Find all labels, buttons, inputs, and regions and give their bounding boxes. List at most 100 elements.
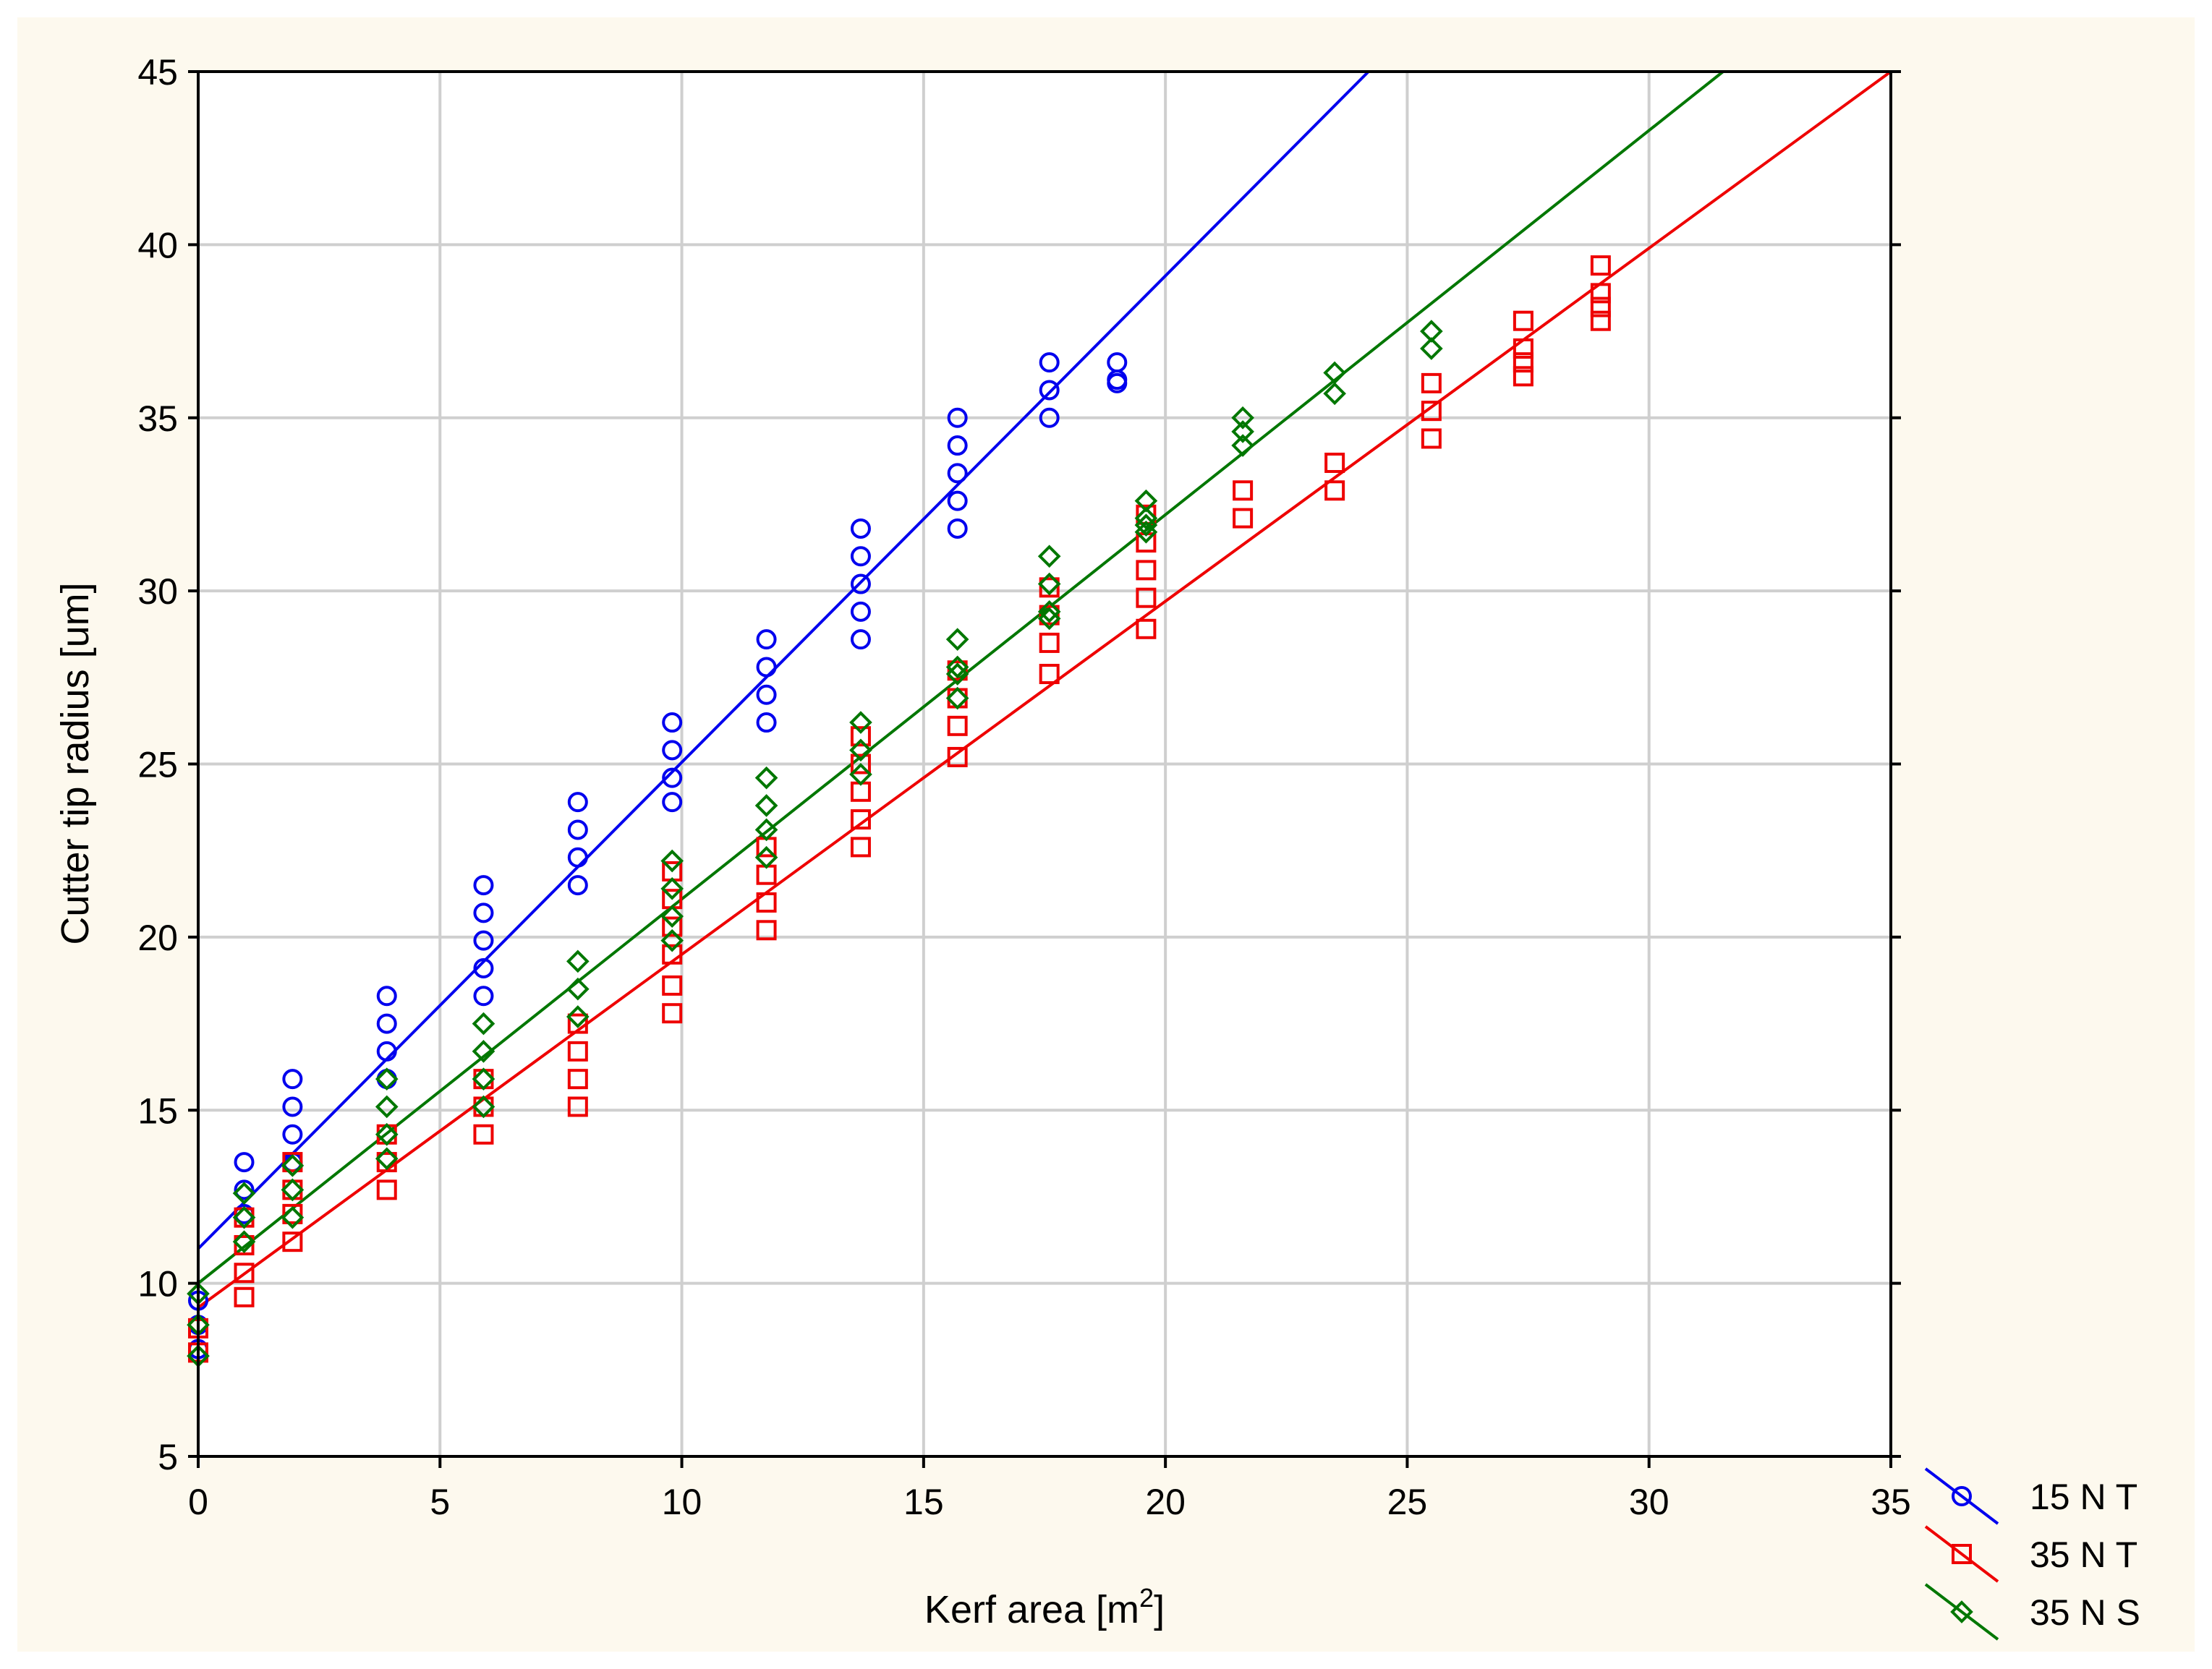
point-35-n-t bbox=[282, 1203, 303, 1224]
x-tick-label: 15 bbox=[903, 1482, 944, 1522]
point-35-n-t bbox=[376, 1152, 397, 1173]
point-15-n-t bbox=[850, 546, 871, 567]
point-15-n-t bbox=[473, 986, 494, 1007]
point-35-n-t bbox=[1421, 372, 1442, 393]
point-15-n-t bbox=[850, 518, 871, 539]
point-15-n-t bbox=[1039, 380, 1060, 401]
point-35-n-s bbox=[1231, 406, 1254, 430]
point-35-n-t bbox=[850, 809, 871, 830]
point-15-n-t bbox=[234, 1152, 255, 1173]
x-tick-label: 10 bbox=[662, 1482, 702, 1522]
point-15-n-t bbox=[756, 629, 777, 650]
point-35-n-t bbox=[1590, 283, 1611, 304]
point-35-n-t bbox=[756, 892, 777, 913]
point-15-n-t bbox=[947, 463, 968, 484]
y-tick-label: 45 bbox=[137, 52, 178, 93]
point-35-n-s bbox=[1134, 489, 1158, 513]
legend-line-35-n-s bbox=[1924, 1583, 1999, 1641]
point-15-n-t bbox=[1039, 352, 1060, 373]
point-35-n-t bbox=[662, 975, 683, 996]
point-35-n-s bbox=[1323, 361, 1346, 385]
point-35-n-t bbox=[947, 746, 968, 767]
point-15-n-t bbox=[282, 1124, 303, 1145]
point-35-n-t bbox=[234, 1263, 255, 1284]
point-15-n-t bbox=[756, 684, 777, 705]
x-tick-label: 20 bbox=[1145, 1482, 1186, 1522]
point-35-n-s bbox=[1323, 382, 1346, 406]
point-35-n-s bbox=[1231, 420, 1254, 443]
point-35-n-s bbox=[281, 1154, 305, 1177]
point-35-n-t bbox=[1590, 255, 1611, 276]
point-15-n-t bbox=[376, 986, 397, 1007]
point-35-n-s bbox=[232, 1205, 256, 1229]
point-35-n-s bbox=[566, 949, 590, 973]
point-35-n-s bbox=[232, 1182, 256, 1205]
point-35-n-t bbox=[947, 715, 968, 736]
legend-marker-35-n-s bbox=[1950, 1600, 1973, 1623]
point-35-n-s bbox=[945, 686, 969, 710]
point-15-n-t bbox=[567, 792, 588, 813]
point-35-n-s bbox=[281, 1205, 305, 1229]
point-15-n-t bbox=[282, 1069, 303, 1090]
point-35-n-s bbox=[1134, 506, 1158, 530]
legend-line-15-n-t bbox=[1924, 1467, 1999, 1525]
x-axis-title-text: Kerf area [m bbox=[924, 1588, 1139, 1631]
point-35-n-s bbox=[375, 1122, 399, 1146]
point-35-n-t bbox=[1513, 352, 1533, 373]
point-35-n-t bbox=[1513, 366, 1533, 387]
point-35-n-t bbox=[1136, 618, 1157, 639]
point-35-n-t bbox=[662, 944, 683, 965]
point-35-n-t bbox=[1421, 401, 1442, 422]
y-tick-label: 5 bbox=[158, 1437, 178, 1477]
x-tick-label: 25 bbox=[1387, 1482, 1428, 1522]
point-15-n-t bbox=[473, 957, 494, 978]
point-35-n-t bbox=[1136, 587, 1157, 608]
point-35-n-s bbox=[754, 818, 778, 842]
point-15-n-t bbox=[282, 1096, 303, 1117]
point-35-n-t bbox=[234, 1286, 255, 1307]
x-tick-label: 35 bbox=[1871, 1482, 1911, 1522]
point-15-n-t bbox=[756, 657, 777, 678]
point-15-n-t bbox=[234, 1179, 255, 1200]
y-tick-label: 15 bbox=[137, 1090, 178, 1131]
point-35-n-s bbox=[1037, 600, 1061, 623]
point-35-n-t bbox=[1590, 310, 1611, 331]
fit-line-35-n-s bbox=[197, 70, 1724, 1285]
point-35-n-s bbox=[281, 1178, 305, 1202]
point-35-n-s bbox=[660, 929, 684, 952]
point-35-n-s bbox=[660, 849, 684, 873]
point-15-n-t bbox=[376, 1013, 397, 1034]
legend-marker-35-n-t bbox=[1952, 1544, 1972, 1564]
point-15-n-t bbox=[662, 792, 683, 813]
point-35-n-t bbox=[1324, 480, 1345, 501]
point-35-n-s bbox=[375, 1067, 399, 1090]
point-35-n-s bbox=[375, 1147, 399, 1171]
point-35-n-t bbox=[1039, 605, 1060, 626]
point-35-n-s bbox=[754, 794, 778, 817]
y-axis-title: Cutter tip radius [um] bbox=[54, 582, 97, 944]
point-15-n-t bbox=[473, 902, 494, 923]
point-15-n-t bbox=[1039, 407, 1060, 428]
point-35-n-s bbox=[1037, 572, 1061, 596]
point-35-n-s bbox=[1420, 320, 1443, 343]
point-15-n-t bbox=[850, 573, 871, 594]
point-35-n-s bbox=[849, 763, 872, 786]
point-35-n-t bbox=[1039, 664, 1060, 685]
point-15-n-t bbox=[473, 930, 494, 951]
point-35-n-s bbox=[232, 1230, 256, 1254]
point-35-n-s bbox=[566, 977, 590, 1001]
x-tick-label: 5 bbox=[430, 1482, 450, 1522]
point-35-n-s bbox=[660, 905, 684, 928]
point-15-n-t bbox=[473, 875, 494, 896]
point-35-n-t bbox=[567, 1069, 588, 1090]
legend-label-15-n-t: 15 N T bbox=[2030, 1477, 2137, 1517]
point-35-n-s bbox=[472, 1095, 495, 1119]
point-15-n-t bbox=[850, 601, 871, 622]
y-tick-label: 40 bbox=[137, 225, 178, 265]
point-35-n-s bbox=[472, 1040, 495, 1063]
point-35-n-s bbox=[472, 1067, 495, 1090]
point-35-n-t bbox=[947, 660, 968, 681]
point-35-n-t bbox=[1233, 480, 1254, 501]
x-axis-title-suffix: ] bbox=[1154, 1588, 1165, 1631]
